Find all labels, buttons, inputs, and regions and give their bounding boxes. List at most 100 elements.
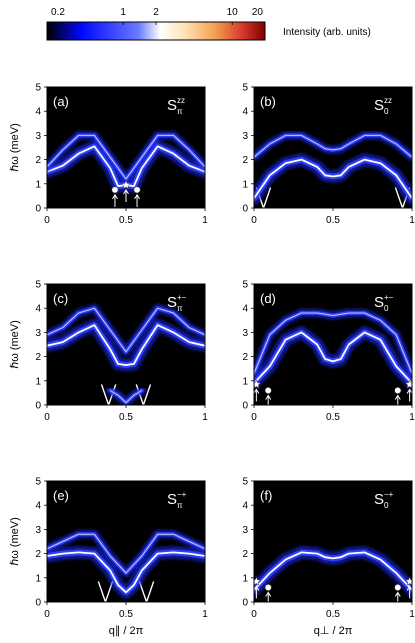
star-marker [254, 379, 262, 389]
colorbar: 0.2 1 2 10 20 Intensity (arb. units) [46, 7, 371, 41]
y-tick-label: 2 [35, 549, 41, 560]
y-tick-label: 0 [242, 204, 248, 215]
y-tick-label: 3 [35, 525, 41, 536]
point-arrow-head [123, 189, 129, 195]
panel-background [254, 481, 412, 602]
y-axis-label: ℏω (meV) [9, 517, 21, 566]
colorbar-label: Intensity (arb. units) [283, 27, 371, 38]
y-tick-label: 3 [35, 328, 41, 339]
y-tick-label: 2 [35, 352, 41, 363]
band-upper [47, 533, 205, 574]
circle-marker [264, 386, 272, 394]
x-tick-label: 0 [44, 412, 50, 423]
panel-title-subscript: π [177, 501, 183, 510]
y-tick-label: 3 [35, 131, 41, 142]
y-tick-label: 1 [242, 573, 248, 584]
y-tick-label: 1 [35, 573, 41, 584]
circle-marker [111, 186, 119, 194]
band-upper [254, 312, 412, 374]
band-upper [254, 134, 412, 158]
panel-title: S [374, 97, 384, 114]
circle-marker [394, 386, 402, 394]
panel-id-label: (f) [260, 488, 272, 503]
colorbar-tick-label: 2 [153, 7, 159, 18]
y-tick-label: 4 [242, 107, 248, 118]
colorbar-ticks: 0.2 1 2 10 20 [46, 7, 266, 25]
panel-title: S [167, 491, 177, 508]
panel-title-subscript: 0 [384, 501, 389, 510]
panel-title-superscript: zz [384, 96, 392, 105]
x-tick-label: 1 [202, 412, 208, 423]
panel-plot-area [47, 529, 205, 602]
panel-id-label: (b) [260, 94, 276, 109]
band-low [109, 390, 143, 404]
panel-c: (c) S +− π 0 1 2 3 4 5 0 0.5 1 ℏω (meV) [9, 280, 208, 424]
y-tick-label: 3 [242, 328, 248, 339]
panel-title-superscript: −+ [384, 490, 394, 499]
panel-title-subscript: 0 [384, 107, 389, 116]
y-tick-label: 2 [242, 352, 248, 363]
colorbar-tick-label: 10 [227, 7, 239, 18]
y-tick-label: 0 [35, 401, 41, 412]
y-tick-label: 0 [35, 598, 41, 609]
x-tick-label: 0 [251, 412, 257, 423]
panel-plot-area [254, 130, 412, 208]
panel-id-label: (a) [53, 94, 69, 109]
panel-title: S [167, 97, 177, 114]
x-tick-label: 1 [202, 215, 208, 226]
colorbar-tick-label: 1 [120, 7, 126, 18]
x-tick-label: 0.5 [326, 609, 340, 620]
star-marker [404, 576, 412, 586]
x-axis-label: q⊥ / 2π [314, 625, 353, 637]
panel-id-label: (e) [53, 488, 69, 503]
y-tick-label: 1 [35, 179, 41, 190]
x-tick-label: 1 [202, 609, 208, 620]
panel-plot-area [47, 303, 205, 405]
band-lower [254, 158, 412, 199]
panel-title-superscript: +− [177, 293, 187, 302]
band-main [254, 551, 412, 591]
y-axis-label: ℏω (meV) [9, 320, 21, 369]
x-tick-label: 1 [409, 412, 415, 423]
circle-marker [394, 583, 402, 591]
point-arrow-head [254, 388, 260, 394]
star-marker [404, 379, 412, 389]
band-main [47, 324, 205, 366]
panel-title-subscript: 0 [384, 304, 389, 313]
y-tick-label: 3 [242, 525, 248, 536]
y-tick-label: 0 [35, 204, 41, 215]
x-tick-label: 0.5 [326, 412, 340, 423]
x-tick-label: 0.5 [326, 215, 340, 226]
continuum-v-marker [97, 581, 114, 602]
panel-title-superscript: +− [384, 293, 394, 302]
panel-plot-area [47, 130, 205, 207]
x-tick-label: 0 [251, 215, 257, 226]
panel-plot-area [254, 308, 412, 405]
y-tick-label: 5 [35, 280, 41, 291]
point-arrow-head [394, 591, 401, 597]
y-tick-label: 3 [242, 131, 248, 142]
y-tick-label: 2 [35, 155, 41, 166]
band-lower [254, 331, 412, 384]
x-axis-label: q∥ / 2π [109, 625, 144, 637]
panel-id-label: (c) [53, 291, 68, 306]
y-tick-label: 1 [242, 179, 248, 190]
y-tick-label: 2 [242, 549, 248, 560]
y-tick-label: 5 [242, 83, 248, 94]
x-tick-label: 0.5 [119, 412, 133, 423]
band-upper [47, 307, 205, 353]
panel-id-label: (d) [260, 291, 276, 306]
y-tick-label: 4 [35, 304, 41, 315]
colorbar-tick-label: 20 [252, 7, 264, 18]
point-arrow-head [265, 394, 272, 400]
panel-plot-area [254, 545, 412, 602]
y-tick-label: 4 [35, 501, 41, 512]
y-tick-label: 5 [35, 477, 41, 488]
point-arrow-head [394, 394, 401, 400]
x-tick-label: 1 [409, 215, 415, 226]
x-tick-label: 0 [251, 609, 257, 620]
x-tick-label: 0.5 [119, 609, 133, 620]
